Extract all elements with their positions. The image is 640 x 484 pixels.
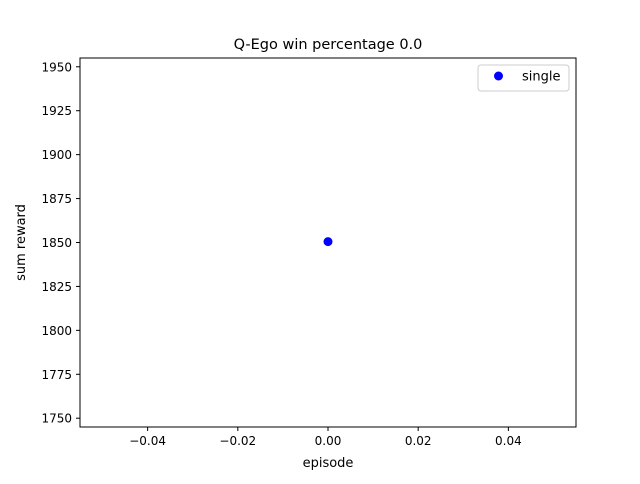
- legend-box: [477, 64, 570, 92]
- x-tick-label: 0.00: [315, 434, 342, 448]
- legend-label-single: single: [522, 70, 561, 85]
- y-tick-label: 1825: [41, 280, 72, 294]
- data-point-single: [323, 237, 333, 247]
- y-tick-label: 1875: [41, 192, 72, 206]
- chart-title: Q-Ego win percentage 0.0: [234, 37, 423, 53]
- y-tick-label: 1750: [41, 412, 72, 426]
- x-tick-label: −0.02: [219, 434, 256, 448]
- y-axis: 1750 1775 1800 1825 1850 1875 1900 1925 1950: [41, 60, 80, 426]
- y-tick-label: 1800: [41, 324, 72, 338]
- x-tick-label: 0.04: [495, 434, 522, 448]
- legend-marker-single: [494, 71, 503, 81]
- y-tick-label: 1850: [41, 236, 72, 250]
- x-axis-label: episode: [303, 456, 354, 471]
- y-tick-label: 1900: [41, 148, 72, 162]
- plot-area: [323, 237, 333, 247]
- y-tick-label: 1925: [41, 104, 72, 118]
- x-tick-label: 0.02: [405, 434, 432, 448]
- x-axis: −0.04 −0.02 0.00 0.02 0.04: [129, 427, 522, 448]
- legend: single: [477, 64, 570, 92]
- x-tick-label: −0.04: [129, 434, 166, 448]
- y-axis-label: sum reward: [14, 204, 29, 281]
- y-tick-label: 1775: [41, 368, 72, 382]
- y-tick-label: 1950: [41, 60, 72, 74]
